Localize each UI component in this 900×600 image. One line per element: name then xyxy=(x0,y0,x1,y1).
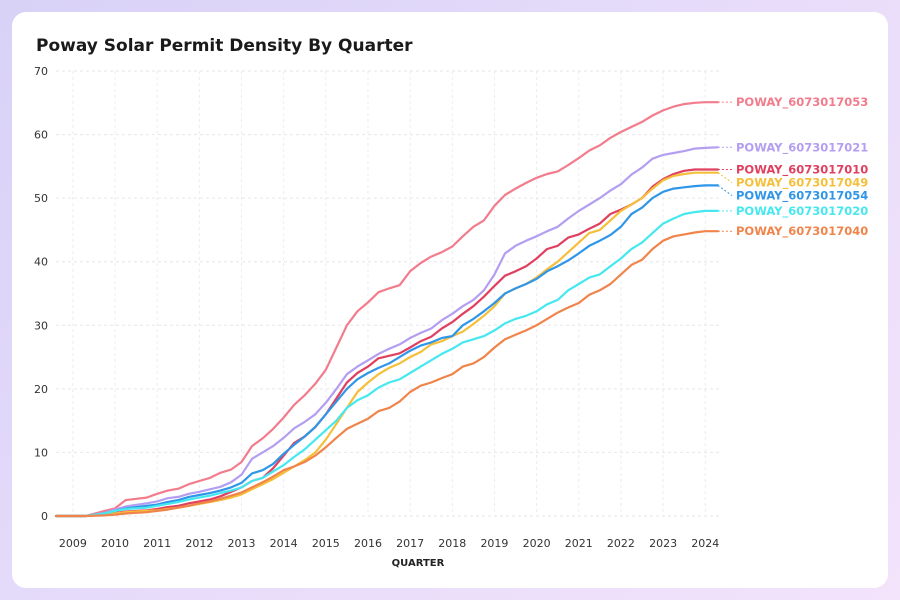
chart-card: Poway Solar Permit Density By Quarter xyxy=(12,12,888,588)
series-line xyxy=(54,184,719,518)
y-tick-label: 60 xyxy=(34,129,48,142)
x-tick-label: 2015 xyxy=(312,537,340,550)
x-tick-label: 2017 xyxy=(396,537,424,550)
series-end-label: POWAY_6073017040 xyxy=(736,224,868,239)
series-line xyxy=(54,146,719,518)
x-tick-label: 2020 xyxy=(523,537,551,550)
series-end-label: POWAY_6073017020 xyxy=(736,204,868,219)
x-tick-label: 2010 xyxy=(101,537,129,550)
label-leader-line xyxy=(717,172,733,183)
y-tick-label: 20 xyxy=(34,383,48,396)
x-tick-label: 2023 xyxy=(649,537,677,550)
series-end-label: POWAY_6073017021 xyxy=(736,140,868,155)
x-tick-label: 2014 xyxy=(270,537,298,550)
x-tick-label: 2021 xyxy=(565,537,593,550)
y-tick-label: 40 xyxy=(34,256,48,269)
x-axis-title: QUARTER xyxy=(392,558,445,569)
y-tick-label: 0 xyxy=(41,510,48,523)
series-end-label: POWAY_6073017053 xyxy=(736,95,868,110)
x-tick-label: 2019 xyxy=(480,537,508,550)
series-line xyxy=(54,171,719,518)
series-line xyxy=(54,209,719,518)
series-end-label: POWAY_6073017010 xyxy=(736,163,868,178)
series-line xyxy=(54,168,719,518)
x-tick-label: 2009 xyxy=(59,537,87,550)
y-tick-label: 50 xyxy=(34,192,48,205)
series-end-label: POWAY_6073017054 xyxy=(736,189,868,204)
series-line xyxy=(54,230,719,518)
x-tick-label: 2016 xyxy=(354,537,382,550)
x-tick-label: 2011 xyxy=(143,537,171,550)
x-tick-label: 2018 xyxy=(438,537,466,550)
series-line xyxy=(54,101,719,518)
series-end-label: POWAY_6073017049 xyxy=(736,176,868,191)
y-tick-label: 10 xyxy=(34,446,48,459)
y-tick-label: 30 xyxy=(34,319,48,332)
x-tick-label: 2022 xyxy=(607,537,635,550)
x-tick-label: 2012 xyxy=(185,537,213,550)
chart-title: Poway Solar Permit Density By Quarter xyxy=(36,36,413,56)
x-tick-label: 2024 xyxy=(691,537,719,550)
y-tick-label: 70 xyxy=(34,65,48,78)
x-tick-label: 2013 xyxy=(227,537,255,550)
label-leader-line xyxy=(717,185,733,196)
